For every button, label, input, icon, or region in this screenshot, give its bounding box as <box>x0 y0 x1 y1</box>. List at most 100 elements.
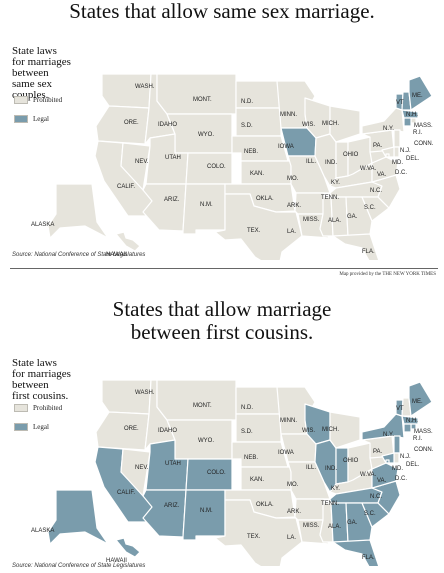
state-label-tex: TEX. <box>247 228 261 234</box>
us-map-first-cousins: WASH. ORE. CALIF. NEV. IDAHO MONT. WYO. UTAH ARI… <box>31 379 434 566</box>
headline-first-cousins: States that allow marriage between first… <box>0 298 444 344</box>
state-label-wyo: WYO. <box>198 438 214 444</box>
legend-title-line: couples. <box>12 89 49 101</box>
legend-swatch-prohibited <box>14 96 28 104</box>
state-label-del: DEL. <box>406 156 420 162</box>
state-label-ala: ALA. <box>328 524 341 530</box>
state-label-ny: N.Y. <box>383 126 394 132</box>
state-label-ny: N.Y. <box>383 432 394 438</box>
legend-title-line: same sex <box>12 78 53 90</box>
state-label-ohio: OHIO <box>343 152 359 158</box>
state-label-iowa: IOWA <box>278 450 294 456</box>
state-label-nm: N.M. <box>200 202 213 208</box>
state-label-wis: WIS. <box>302 428 315 434</box>
state-label-colo: COLO. <box>207 164 226 170</box>
state-label-ill: ILL. <box>306 465 316 471</box>
state-label-mass: MASS. <box>414 123 433 129</box>
headline-same-sex: States that allow same sex marriage. <box>69 0 375 23</box>
state-label-nc: N.C. <box>370 188 382 194</box>
state-hawaii <box>115 537 141 558</box>
state-label-vt: VT <box>396 100 404 106</box>
state-mich <box>329 411 361 449</box>
state-label-wash: WASH. <box>135 84 155 90</box>
state-label-mont: MONT. <box>193 403 212 409</box>
state-label-ore: ORE. <box>124 426 139 432</box>
map-credit: Map provided by the THE NEW YORK TIMES <box>339 272 436 277</box>
state-label-va: VA. <box>377 478 387 484</box>
state-label-miss: MISS. <box>303 523 320 529</box>
state-label-hawaii: HAWAII <box>106 252 127 258</box>
state-nm <box>182 183 226 235</box>
state-sd <box>235 413 282 443</box>
state-label-pa: PA. <box>373 143 383 149</box>
state-label-ariz: ARIZ. <box>164 197 180 203</box>
state-label-ariz: ARIZ. <box>164 503 180 509</box>
state-label-sd: S.D. <box>241 123 253 129</box>
state-label-hawaii: HAWAII <box>106 558 127 564</box>
state-label-tenn: TENN. <box>321 195 339 201</box>
state-label-ark: ARK. <box>287 509 301 515</box>
state-label-ri: R.I. <box>413 436 423 442</box>
legend-title-first-cousins: State laws for marriages between first c… <box>12 358 71 402</box>
legend-title-line: for marriages <box>12 368 71 380</box>
state-label-minn: MINN. <box>280 112 297 118</box>
state-label-nm: N.M. <box>200 508 213 514</box>
state-tex <box>214 193 303 260</box>
state-label-alaska: ALASKA <box>31 222 54 228</box>
state-label-wis: WIS. <box>302 122 315 128</box>
state-label-colo: COLO. <box>207 470 226 476</box>
state-mass <box>401 415 419 425</box>
state-label-ind: IND. <box>325 160 337 166</box>
legend-title-line: between <box>12 67 49 79</box>
state-mont <box>156 379 237 421</box>
state-label-va: VA. <box>377 172 387 178</box>
state-label-tex: TEX. <box>247 534 261 540</box>
state-label-ga: GA. <box>347 214 358 220</box>
state-label-tenn: TENN. <box>321 501 339 507</box>
headline-line: States that allow marriage <box>112 297 332 321</box>
legend-title-line: State laws <box>12 45 57 57</box>
state-conn <box>403 117 412 127</box>
state-va <box>371 462 399 489</box>
state-ind <box>335 447 349 485</box>
state-tex <box>214 499 303 566</box>
state-label-ind: IND. <box>325 466 337 472</box>
state-label-mo: MO. <box>287 482 299 488</box>
state-label-minn: MINN. <box>280 418 297 424</box>
state-fla <box>332 539 380 566</box>
state-label-nev: NEV. <box>135 159 149 165</box>
state-label-me: ME. <box>412 399 423 405</box>
state-ala <box>330 196 349 237</box>
state-wash <box>101 73 152 109</box>
state-label-okla: OKLA. <box>256 502 274 508</box>
state-label-nh: N.H. <box>406 418 418 424</box>
state-ala <box>330 502 349 543</box>
state-alaska <box>47 489 109 545</box>
state-label-sd: S.D. <box>241 429 253 435</box>
state-dc <box>385 153 390 158</box>
state-conn <box>403 423 412 433</box>
state-ny <box>361 107 405 135</box>
state-nj <box>393 129 401 148</box>
headline-line: between first cousins. <box>130 320 314 344</box>
state-del <box>393 452 400 464</box>
state-nm <box>182 489 226 541</box>
state-label-ark: ARK. <box>287 203 301 209</box>
state-label-dc: D.C. <box>395 476 407 482</box>
state-label-me: ME. <box>412 93 423 99</box>
legend-title-line: for marriages <box>12 56 71 68</box>
state-mass <box>401 109 419 119</box>
state-label-calif: CALIF. <box>117 490 135 496</box>
state-label-ala: ALA. <box>328 218 341 224</box>
state-label-sc: S.C. <box>364 205 376 211</box>
state-label-fla: FLA. <box>362 555 375 561</box>
state-label-vt: VT <box>396 406 404 412</box>
legend-item-prohibited: Prohibited <box>14 404 62 412</box>
state-va <box>371 156 399 183</box>
state-label-ky: KY. <box>331 486 340 492</box>
state-ore <box>95 411 150 451</box>
map-panel-same-sex: States that allow same sex marriage. WAS… <box>10 0 438 277</box>
state-ny <box>361 413 405 441</box>
legend-item-legal: Legal <box>14 115 49 123</box>
state-label-ore: ORE. <box>124 120 139 126</box>
